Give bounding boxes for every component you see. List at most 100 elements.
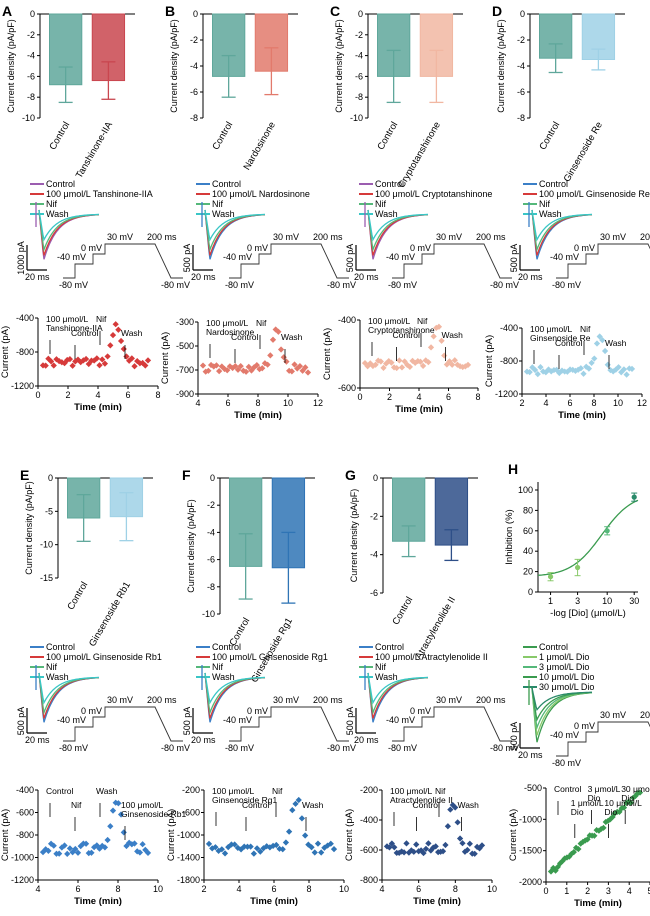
protocol-label: -80 mV	[327, 280, 356, 290]
data-point	[131, 840, 138, 847]
fit-curve	[537, 499, 639, 577]
legend-entry: 30 μmol/L Dio	[539, 682, 594, 692]
annotation-line: Nif	[435, 786, 446, 796]
protocol-label: 0 mV	[410, 706, 431, 716]
y-tick-label: -900	[176, 389, 194, 399]
scale-label-x: 20 ms	[191, 272, 216, 282]
y-tick-label: -10	[22, 113, 35, 123]
data-point	[547, 574, 554, 580]
data-point	[451, 357, 458, 364]
current-trace	[367, 672, 428, 705]
scale-label-y: 1000 pA	[16, 241, 26, 275]
y-tick-label: -6	[517, 87, 525, 97]
data-point	[205, 840, 213, 847]
y-tick-label: -6	[355, 71, 363, 81]
data-point	[627, 799, 634, 806]
data-point	[620, 366, 628, 373]
protocol-label: 200 ms	[476, 232, 506, 242]
data-point	[435, 323, 443, 330]
y-tick-label: 20	[523, 567, 533, 577]
annotation: Nif	[256, 318, 267, 328]
protocol-label: -40 mV	[550, 252, 579, 262]
annotation-line: Dio	[571, 807, 584, 817]
y-axis-label: Current (pA)	[322, 328, 333, 380]
voltage-protocol	[556, 243, 650, 279]
data-point	[442, 841, 449, 849]
annotation-line: 100 μmol/L	[530, 324, 572, 334]
y-tick-label: -10	[350, 113, 363, 123]
annotation: Wash	[605, 338, 627, 348]
y-tick-label: -15	[40, 573, 53, 583]
y-tick-label: -600	[360, 845, 378, 855]
protocol-label: 0 mV	[574, 721, 595, 731]
x-tick-label: 6	[567, 398, 572, 408]
y-tick-label: -6	[370, 588, 378, 598]
legend-entry: Wash	[375, 209, 398, 219]
legend-entry: Control	[212, 179, 241, 189]
data-point	[628, 365, 636, 372]
protocol-label: -40 mV	[223, 715, 252, 725]
legend-entry: Nif	[539, 199, 550, 209]
annotation: 100 μmol/L Ginsenoside Re	[530, 324, 591, 343]
scale-label-x: 20 ms	[25, 272, 50, 282]
x-axis-label: Time (min)	[574, 898, 622, 909]
legend-entry: Wash	[212, 672, 235, 682]
data-point	[302, 364, 309, 371]
annotation-line: 30 μmol/L	[621, 784, 650, 794]
legend-entry: Wash	[375, 672, 398, 682]
x-tick-label: 2	[387, 392, 392, 402]
protocol-label: 30 mV	[600, 710, 626, 720]
y-tick-label: -10	[40, 540, 53, 550]
data-point	[64, 850, 71, 857]
x-axis-label: Time (min)	[395, 404, 443, 415]
data-point	[136, 849, 144, 856]
data-point	[452, 804, 459, 811]
annotation-line: 100 μmol/L	[368, 316, 410, 326]
y-tick-label: -200	[182, 785, 200, 795]
annotation-line: Atractylenolide II	[390, 795, 453, 805]
voltage-protocol	[556, 721, 650, 757]
data-point	[584, 836, 591, 843]
legend-entry: Nif	[46, 199, 57, 209]
y-tick-label: -400	[16, 785, 34, 795]
data-point	[288, 368, 295, 375]
y-tick-label: 0	[30, 9, 35, 19]
data-point	[377, 358, 384, 365]
protocol-label: 0 mV	[247, 243, 268, 253]
protocol-label: 30 mV	[600, 232, 626, 242]
y-tick-label: -4	[370, 550, 378, 560]
protocol-label: 30 mV	[273, 232, 299, 242]
y-axis-label: Current density (pA/pF)	[334, 19, 344, 113]
y-tick-label: -400	[16, 313, 34, 323]
annotation-line: Nif	[417, 316, 428, 326]
data-point	[596, 333, 603, 340]
y-tick-label: -4	[355, 51, 363, 61]
y-tick-label: -400	[500, 323, 518, 333]
y-tick-label: -4	[27, 51, 35, 61]
legend-entry: Wash	[212, 209, 235, 219]
category-label: Control	[65, 580, 90, 612]
x-tick-label: 8	[475, 392, 480, 402]
annotation-line: Control	[413, 800, 441, 810]
x-tick-label: 6	[225, 398, 230, 408]
x-axis-label: Time (min)	[234, 410, 282, 421]
y-tick-label: -1000	[177, 830, 200, 840]
y-axis-label: Current (pA)	[508, 809, 519, 861]
protocol-label: -40 mV	[386, 715, 415, 725]
data-point	[580, 370, 587, 377]
protocol-label: 200 ms	[476, 695, 506, 705]
category-label: Tanshinone-IIA	[74, 119, 116, 180]
legend-entry: Control	[539, 642, 568, 652]
x-tick-label: 8	[155, 390, 160, 400]
data-point	[250, 850, 257, 857]
panel-label: E	[20, 467, 29, 483]
protocol-label: 200 ms	[313, 232, 343, 242]
protocol-label: -40 mV	[57, 252, 86, 262]
y-tick-label: 0	[193, 9, 198, 19]
annotation: 100 μmol/L Ginsenoside Rb1	[121, 800, 186, 819]
annotation-line: Wash	[96, 786, 118, 796]
y-tick-label: -800	[16, 830, 34, 840]
annotation-line: Control	[393, 330, 421, 340]
protocol-label: -80 mV	[388, 280, 417, 290]
